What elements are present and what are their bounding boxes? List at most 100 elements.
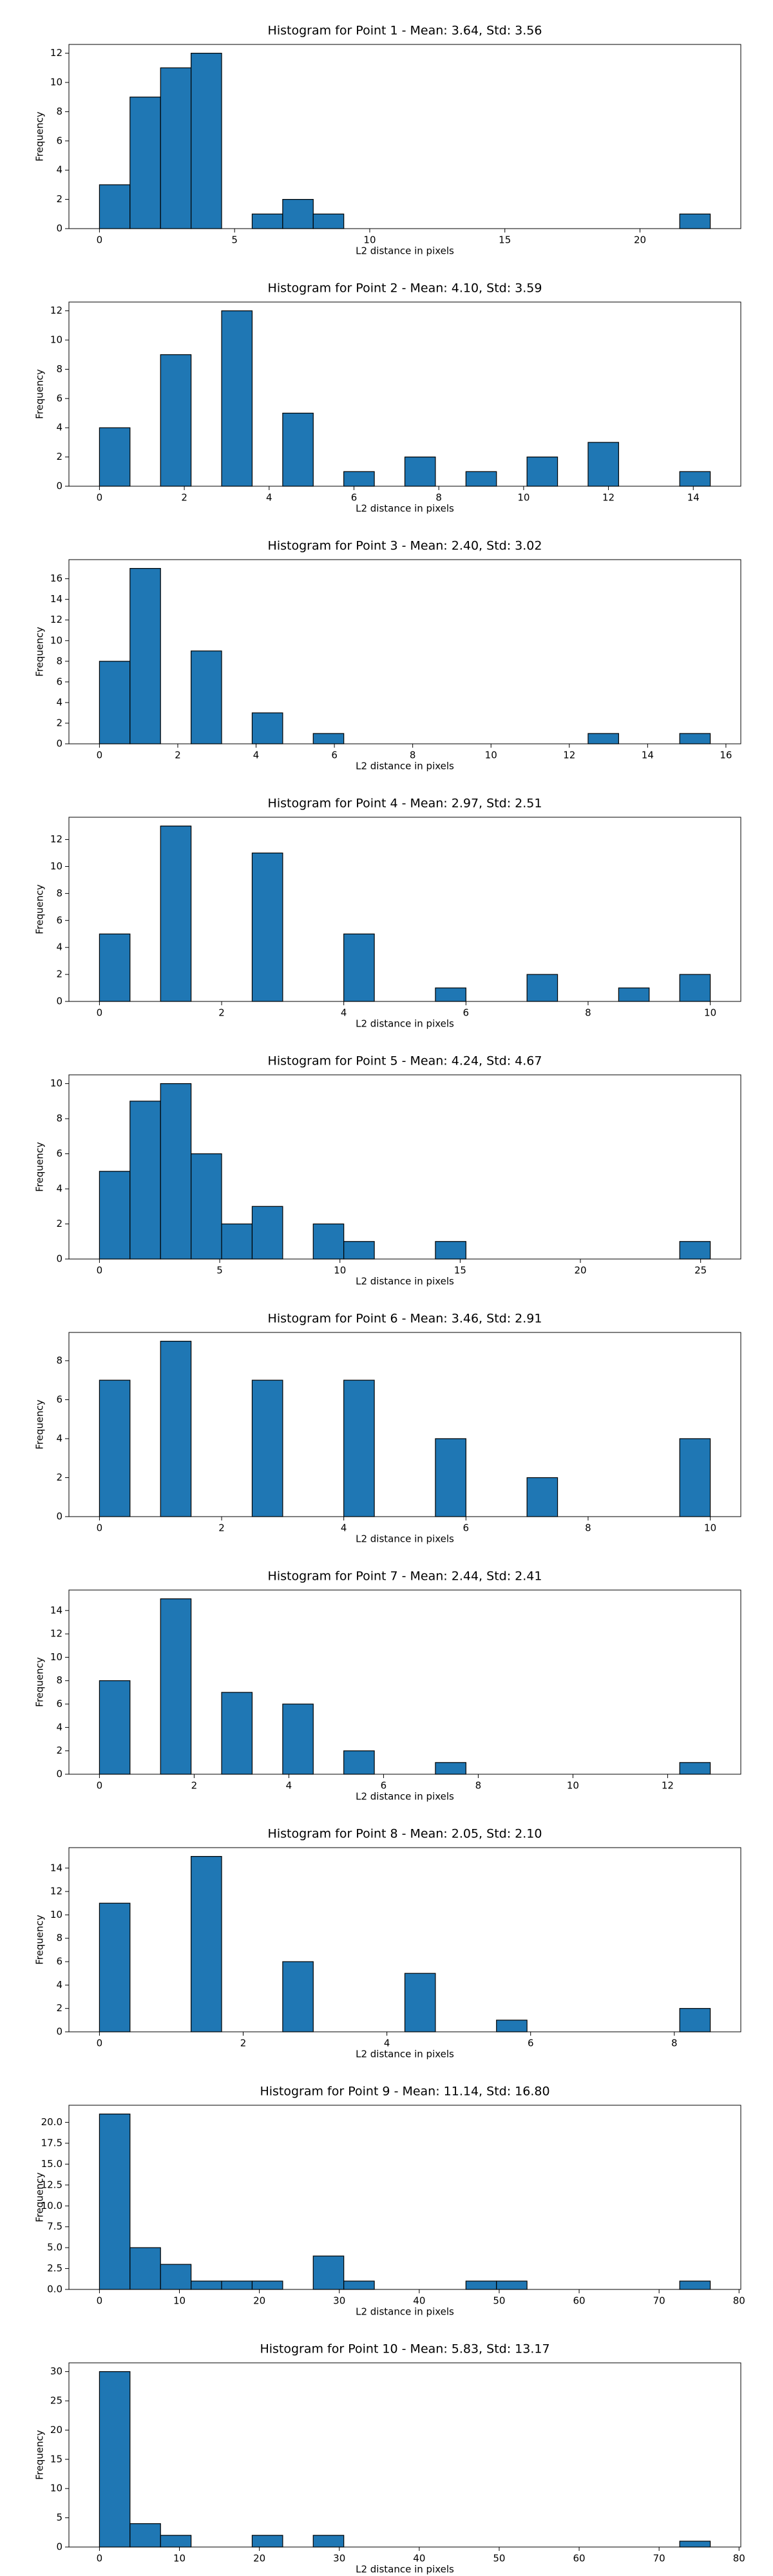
bar [160,1341,192,1517]
bar [679,974,711,1002]
y-tick-label: 10 [50,634,62,646]
y-axis-label: Frequency [34,1657,46,1707]
y-tick-label: 6 [56,1956,62,1967]
y-tick-label: 10 [50,1651,62,1663]
x-tick-label: 10 [363,234,376,246]
y-tick-label: 12 [50,305,62,316]
y-tick-label: 10.0 [41,2200,62,2211]
x-tick-label: 25 [694,1265,707,1276]
plot-frame [68,44,741,229]
y-tick-label: 2 [56,193,62,205]
y-tick-label: 6 [56,914,62,926]
histogram-panel: Histogram for Point 8 - Mean: 2.05, Std:… [34,1827,741,2060]
bar [99,1680,131,1775]
x-tick-label: 15 [499,234,511,246]
x-tick-label: 8 [585,1522,591,1534]
bar [496,2280,528,2290]
bar [251,1206,283,1260]
plot-frame [68,817,741,1002]
histogram-panel: Histogram for Point 9 - Mean: 11.14, Std… [34,2085,745,2318]
x-tick-label: 60 [573,2553,586,2564]
x-tick-label: 5 [216,1265,223,1276]
x-tick-label: 4 [341,1522,347,1534]
y-tick-label: 6 [56,676,62,687]
x-axis-label: L2 distance in pixels [356,245,454,257]
bar [679,733,711,744]
y-tick-label: 0 [56,2541,62,2553]
y-tick-label: 5.0 [47,2242,62,2253]
x-tick-label: 30 [333,2553,345,2564]
x-tick-label: 8 [410,750,416,761]
y-tick-label: 2 [56,1472,62,1483]
x-tick-label: 2 [175,750,181,761]
bar [587,442,619,487]
y-axis-label: Frequency [34,627,46,677]
bar [160,2264,192,2290]
bar [679,1438,711,1517]
bar [191,1856,222,2032]
y-axis-label: Frequency [34,1915,46,1965]
y-axis-label: Frequency [34,2172,46,2222]
bar [191,650,222,744]
bar [191,2280,222,2290]
plot-frame [68,559,741,744]
bar [312,733,345,744]
y-tick-label: 6 [56,1394,62,1405]
histogram-panel: Histogram for Point 1 - Mean: 3.64, Std:… [34,24,741,257]
x-axis-label: L2 distance in pixels [356,761,454,772]
x-tick-label: 2 [181,492,187,504]
x-axis-label: L2 distance in pixels [356,503,454,515]
histogram-panel: Histogram for Point 3 - Mean: 2.40, Std:… [34,539,741,772]
y-tick-label: 2 [56,1218,62,1229]
y-tick-label: 8 [56,1354,62,1366]
bar [99,661,131,744]
x-tick-label: 12 [602,492,615,504]
plot-frame [68,301,741,487]
y-tick-label: 12.5 [41,2179,62,2190]
y-axis-label: Frequency [34,1399,46,1450]
y-tick-label: 4 [56,422,62,433]
bar [435,1241,466,1260]
bar [435,987,466,1002]
histogram-panel: Histogram for Point 2 - Mean: 4.10, Std:… [34,281,741,515]
y-tick-label: 12 [50,614,62,625]
bar [221,1692,253,1775]
y-tick-label: 4 [56,942,62,953]
x-axis-label: L2 distance in pixels [356,1791,454,1803]
y-tick-label: 10 [50,860,62,872]
bar [343,1750,375,1775]
y-tick-label: 0.0 [47,2284,62,2295]
x-tick-label: 4 [341,1007,347,1019]
bar [129,568,161,744]
bar [221,1223,253,1260]
bar [312,2255,345,2290]
x-tick-label: 8 [435,492,442,504]
x-axis-label: L2 distance in pixels [356,1018,454,1030]
x-tick-label: 50 [493,2553,505,2564]
y-tick-label: 15 [50,2453,62,2465]
chart-title: Histogram for Point 7 - Mean: 2.44, Std:… [268,1569,542,1584]
bar [282,412,314,487]
x-tick-label: 10 [485,750,497,761]
x-tick-label: 2 [218,1007,225,1019]
plot-frame [68,2105,741,2290]
y-tick-label: 12 [50,833,62,845]
y-tick-label: 0 [56,2026,62,2038]
y-tick-label: 0 [56,996,62,1007]
x-tick-label: 8 [671,2038,678,2049]
bar [160,826,192,1002]
bar [312,2535,345,2548]
x-tick-label: 80 [733,2553,745,2564]
bar [99,427,131,487]
x-tick-label: 20 [634,234,646,246]
y-tick-label: 2.5 [47,2262,62,2274]
bar [312,213,345,229]
bar [343,1241,375,1260]
x-tick-label: 14 [687,492,700,504]
bar [251,213,283,229]
bar [679,471,711,487]
y-tick-label: 0 [56,1511,62,1522]
bar [129,2247,161,2290]
chart-title: Histogram for Point 10 - Mean: 5.83, Std… [260,2342,549,2356]
bar [679,2280,711,2290]
